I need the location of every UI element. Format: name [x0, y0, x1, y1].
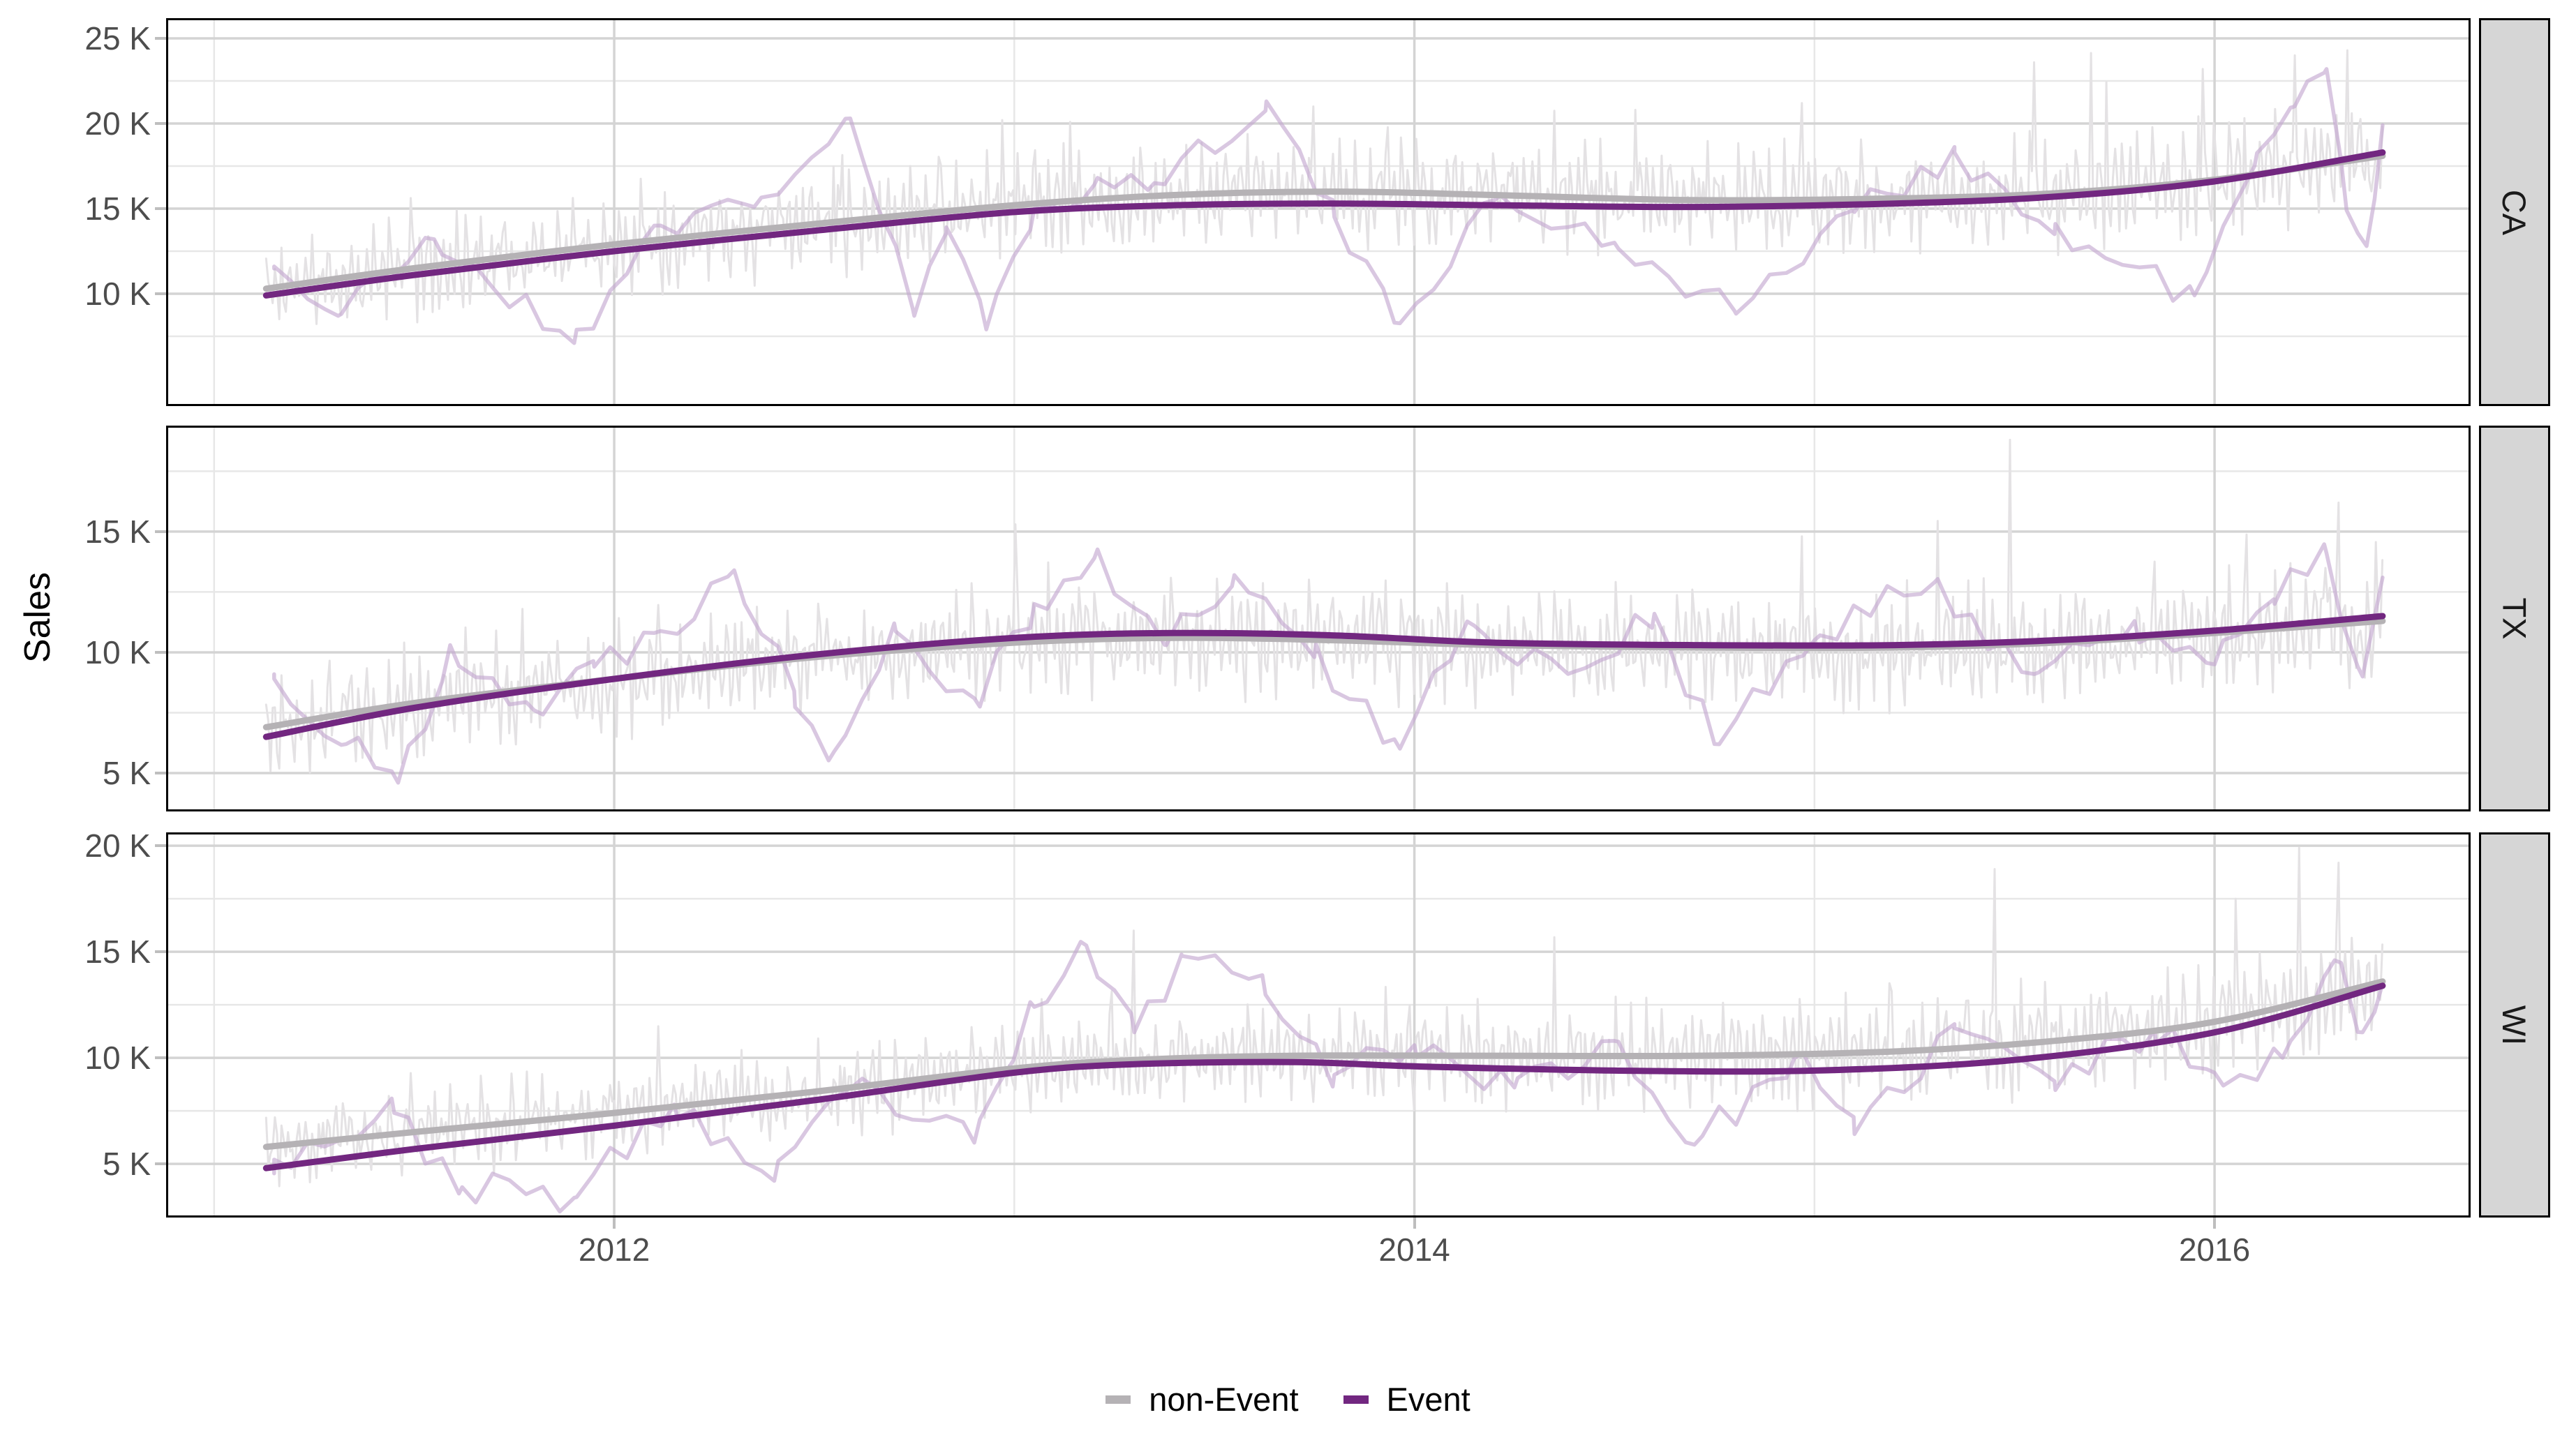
panel-tx [166, 426, 2471, 811]
legend: non-Event Event [0, 1380, 2576, 1418]
smooth-trend-event [262, 613, 2386, 740]
event-sales-line [272, 940, 2385, 1214]
legend-item-event: Event [1343, 1380, 1471, 1418]
facet-strip-wi: WI [2479, 832, 2550, 1218]
legend-label-non-event: non-Event [1149, 1381, 1299, 1418]
y-axis-tick [155, 950, 166, 954]
facet-strip-ca: CA [2479, 18, 2550, 406]
y-axis-tick [155, 650, 166, 654]
panel-tx-plot [166, 426, 2471, 811]
x-axis-tick [1413, 1218, 1416, 1229]
smooth-trend-non-event [262, 152, 2386, 292]
non-event-line-swatch [1105, 1395, 1131, 1404]
y-axis-tick [155, 292, 166, 295]
event-line-swatch [1343, 1395, 1369, 1404]
y-axis-tick [155, 1162, 166, 1166]
y-tick-label: 10 K [84, 275, 151, 312]
y-tick-label: 10 K [84, 634, 151, 671]
facet-strip-label: TX [2496, 597, 2533, 640]
x-tick-label-2016: 2016 [2178, 1231, 2251, 1268]
facet-strip-label: CA [2496, 189, 2533, 235]
y-axis-tick [155, 122, 166, 125]
panel-ca [166, 18, 2471, 406]
smooth-trend-non-event [262, 978, 2386, 1151]
y-tick-label: 15 K [84, 934, 151, 971]
y-axis-tick [155, 1056, 166, 1060]
y-tick-label: 20 K [84, 105, 151, 142]
x-axis-tick [613, 1218, 616, 1229]
panel-wi [166, 832, 2471, 1218]
facet-strip-tx: TX [2479, 426, 2550, 811]
y-axis-tick [155, 771, 166, 774]
panel-border [166, 832, 2471, 1218]
y-tick-label: 25 K [84, 20, 151, 57]
panel-border [166, 426, 2471, 811]
y-axis-tick [155, 844, 166, 848]
panel-ca-plot [166, 18, 2471, 406]
y-tick-label: 5 K [102, 1146, 151, 1183]
daily-sales-line-non-event [265, 438, 2384, 774]
panel-wi-plot [166, 832, 2471, 1218]
y-axis-tick [155, 207, 166, 210]
event-sales-line [272, 542, 2385, 785]
smooth-trend-event [262, 982, 2386, 1171]
daily-sales-line-non-event [265, 846, 2384, 1188]
y-axis-tick [155, 37, 166, 40]
legend-item-non-event: non-Event [1105, 1380, 1299, 1418]
y-tick-label: 20 K [84, 827, 151, 864]
y-axis-tick [155, 530, 166, 533]
panel-border [166, 18, 2471, 406]
daily-sales-line-non-event [265, 49, 2384, 325]
y-tick-label: 15 K [84, 513, 151, 550]
legend-label-event: Event [1386, 1381, 1471, 1418]
x-tick-label-2012: 2012 [578, 1231, 650, 1268]
smooth-trend-event [262, 149, 2386, 299]
facet-strip-label: WI [2496, 1005, 2533, 1045]
x-axis-tick [2213, 1218, 2217, 1229]
y-tick-label: 10 K [84, 1040, 151, 1077]
x-tick-label-2014: 2014 [1378, 1231, 1450, 1268]
y-tick-label: 15 K [84, 190, 151, 227]
y-tick-label: 5 K [102, 754, 151, 791]
